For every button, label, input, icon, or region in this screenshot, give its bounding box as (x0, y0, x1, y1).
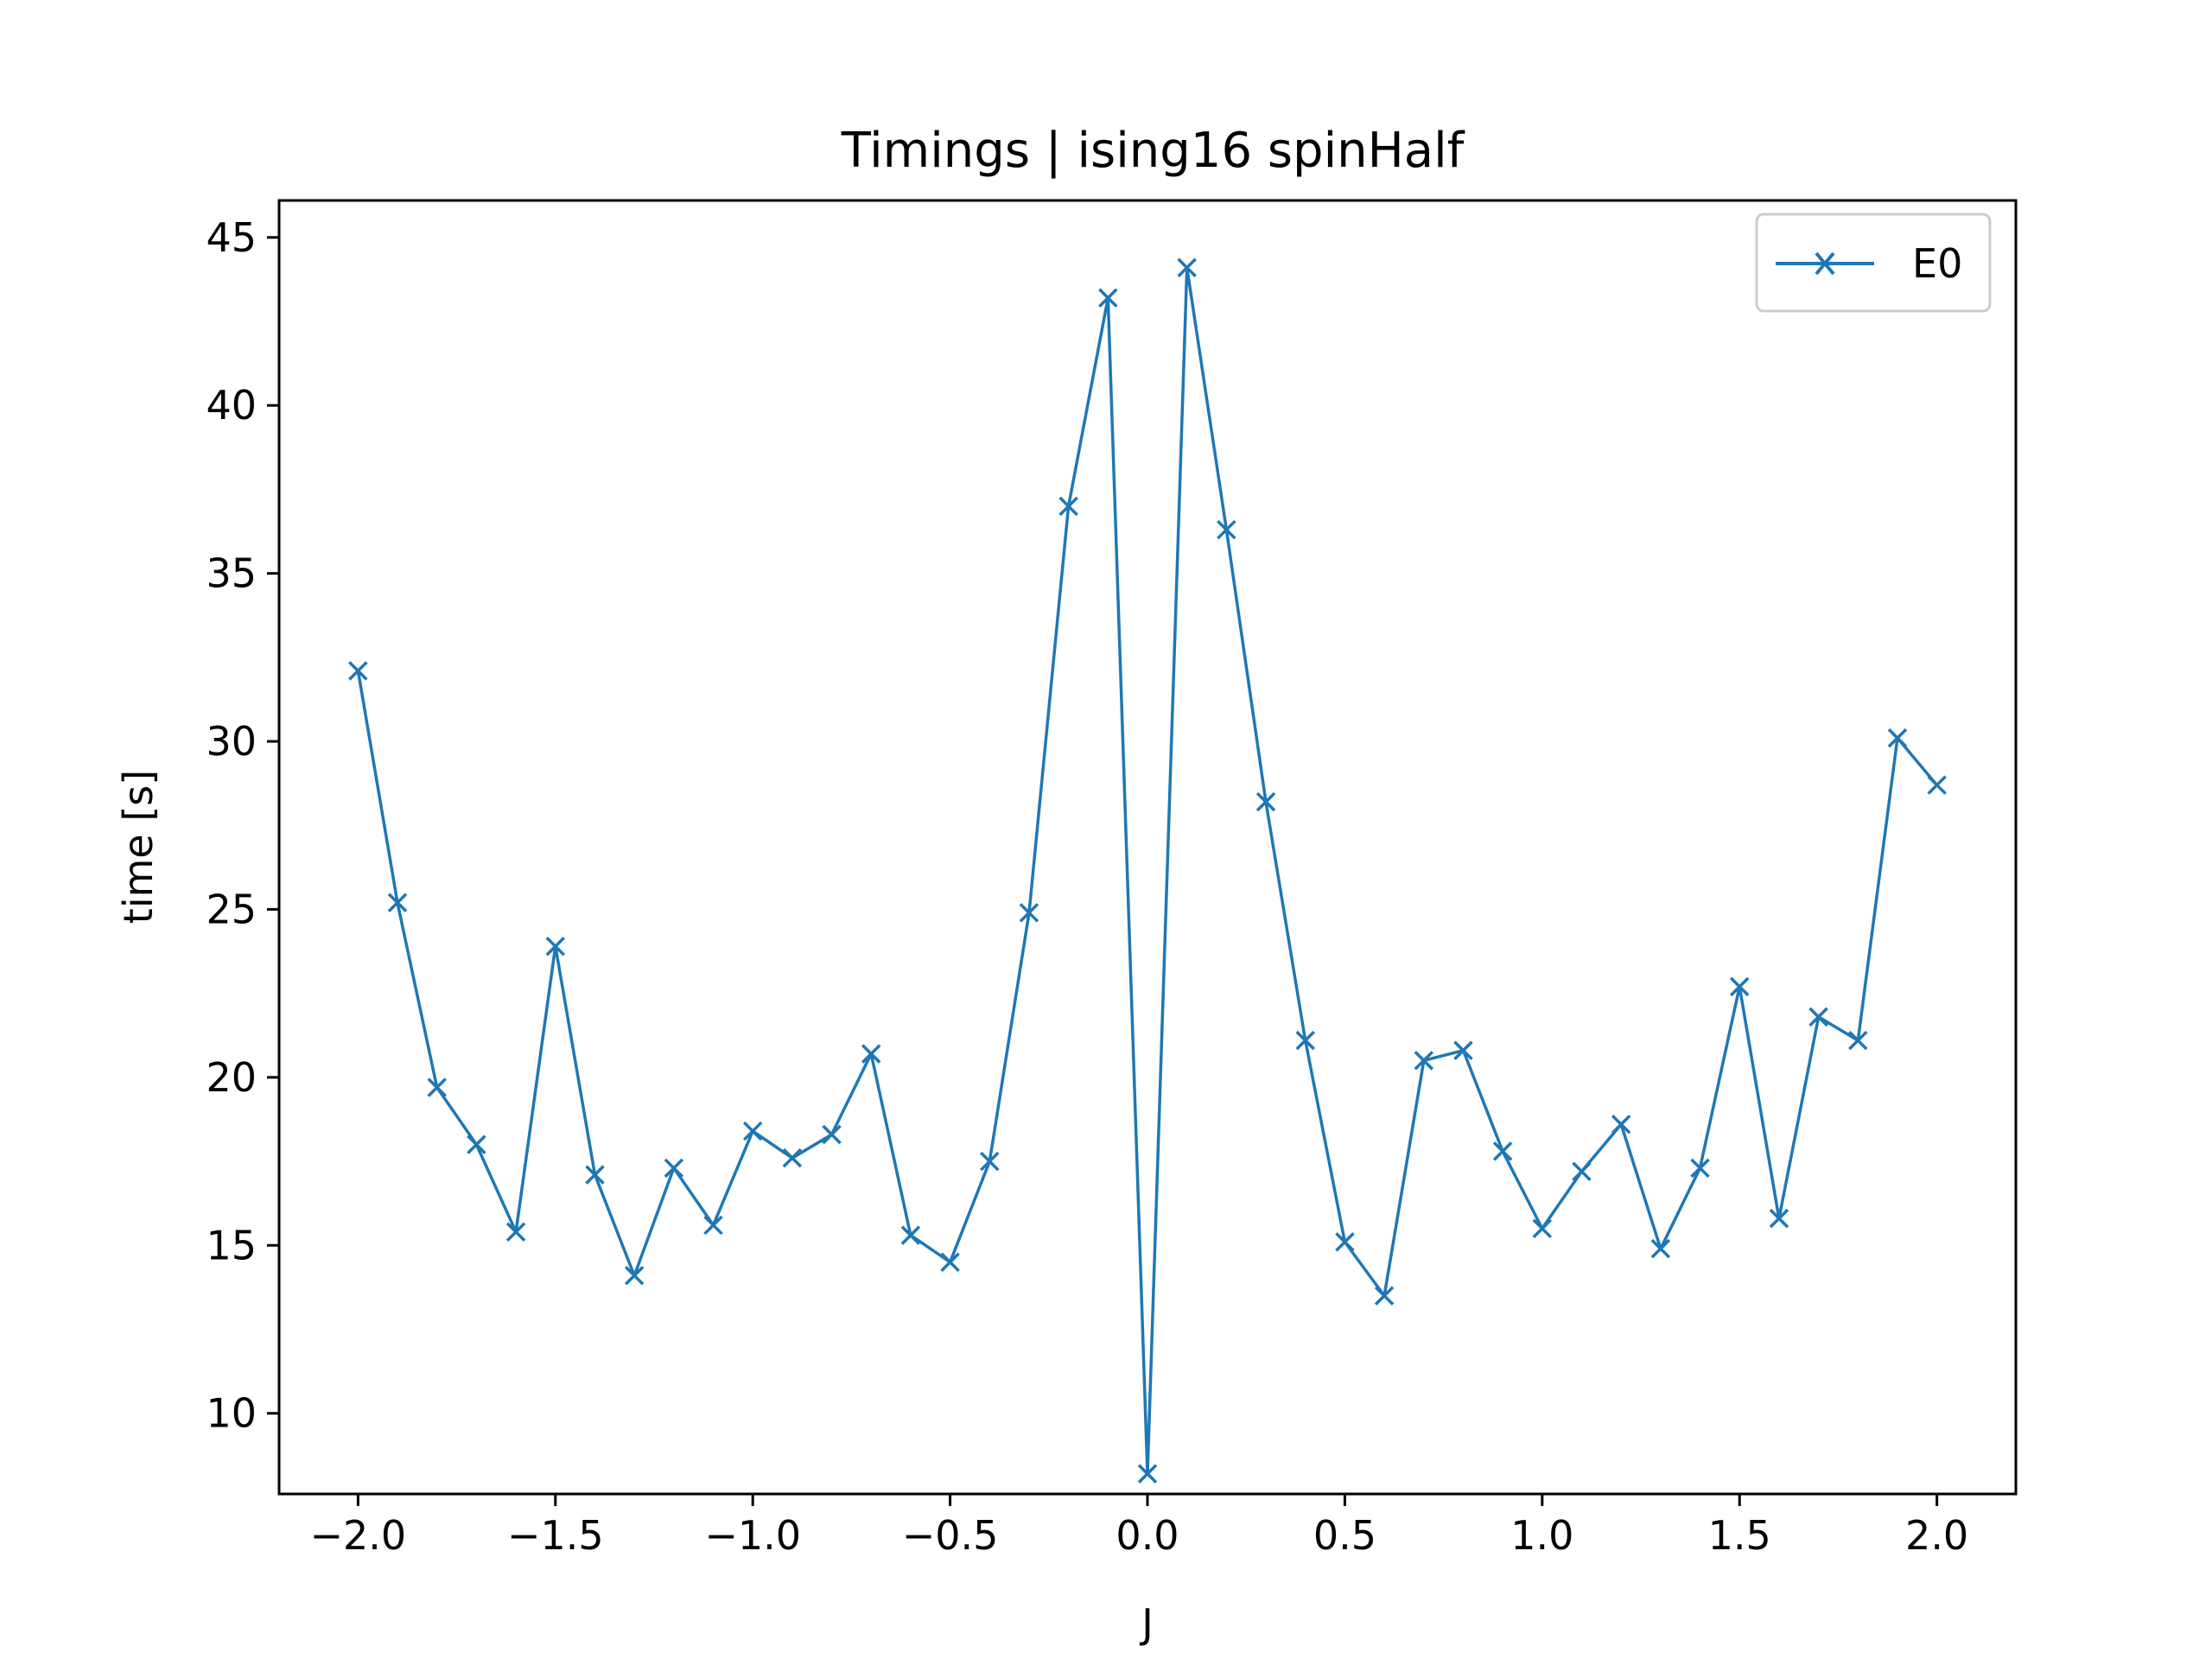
data-point-marker (980, 1151, 1000, 1172)
series-layer (348, 257, 1947, 1484)
legend: E0 (1755, 213, 1992, 313)
data-point-marker (624, 1266, 645, 1286)
data-point-marker (1650, 1238, 1671, 1259)
data-point-marker (505, 1222, 526, 1242)
y-axis: 10 15 20 25 30 35 40 45 (206, 214, 279, 1437)
data-point-marker (1019, 903, 1039, 923)
data-point-marker (742, 1121, 763, 1141)
data-point-marker (1374, 1286, 1395, 1306)
data-point-marker (1335, 1232, 1355, 1252)
data-point-marker (1177, 257, 1197, 278)
data-point-marker (1137, 1464, 1158, 1484)
x-tick-label: −2.0 (310, 1512, 407, 1559)
data-point-marker (940, 1252, 960, 1272)
y-tick-label: 20 (206, 1054, 257, 1101)
data-point-marker (1295, 1030, 1315, 1051)
legend-label-e0: E0 (1912, 240, 1962, 287)
data-point-marker (427, 1077, 447, 1097)
data-point-marker (1729, 976, 1750, 997)
y-tick-label: 25 (206, 886, 257, 932)
data-point-marker (387, 893, 408, 912)
data-point-marker (1927, 775, 1947, 795)
data-point-marker (1255, 791, 1276, 812)
y-tick-label: 30 (206, 718, 257, 765)
data-point-marker (703, 1215, 723, 1236)
data-point-marker (585, 1165, 605, 1185)
data-point-marker (1492, 1141, 1513, 1161)
y-tick-label: 35 (206, 550, 257, 597)
x-tick-label: −0.5 (902, 1512, 999, 1559)
data-point-marker (545, 936, 566, 957)
x-axis-label: J (1139, 1600, 1154, 1647)
data-point-marker (1572, 1161, 1592, 1181)
data-point-marker (1098, 288, 1118, 308)
y-tick-label: 10 (206, 1390, 257, 1437)
x-tick-label: 1.5 (1708, 1512, 1771, 1559)
data-point-marker (1887, 728, 1908, 748)
y-tick-label: 15 (206, 1222, 257, 1268)
data-point-marker (467, 1135, 486, 1154)
chart-title: Timings | ising16 spinHalf (841, 123, 1465, 179)
x-tick-label: 2.0 (1905, 1512, 1968, 1559)
data-point-marker (1414, 1051, 1434, 1071)
data-point-marker (1769, 1208, 1789, 1229)
x-tick-label: −1.0 (704, 1512, 801, 1559)
data-point-marker (1848, 1030, 1868, 1051)
data-point-marker (1808, 1007, 1828, 1027)
data-point-marker (822, 1124, 842, 1145)
data-point-marker (664, 1158, 684, 1179)
data-point-marker (348, 661, 368, 681)
x-tick-label: 1.0 (1510, 1512, 1573, 1559)
data-point-marker (1532, 1218, 1553, 1239)
data-point-marker (861, 1044, 881, 1064)
x-axis: −2.0 −1.5 −1.0 −0.5 0.0 0.5 1.0 1.5 2.0 (310, 1494, 1968, 1559)
y-axis-label: time [s] (115, 770, 162, 924)
data-point-marker (1453, 1040, 1473, 1060)
data-point-marker (1058, 496, 1078, 517)
x-tick-label: −1.5 (507, 1512, 604, 1559)
y-tick-label: 45 (206, 214, 257, 261)
data-point-marker (1611, 1115, 1631, 1135)
data-point-marker (1217, 519, 1236, 540)
data-point-marker (782, 1147, 803, 1168)
x-tick-label: 0.0 (1116, 1512, 1179, 1559)
y-tick-label: 40 (206, 382, 257, 429)
x-tick-label: 0.5 (1313, 1512, 1376, 1559)
data-point-marker (900, 1225, 921, 1245)
data-point-marker (1690, 1158, 1710, 1179)
legend-marker (1815, 251, 1835, 276)
